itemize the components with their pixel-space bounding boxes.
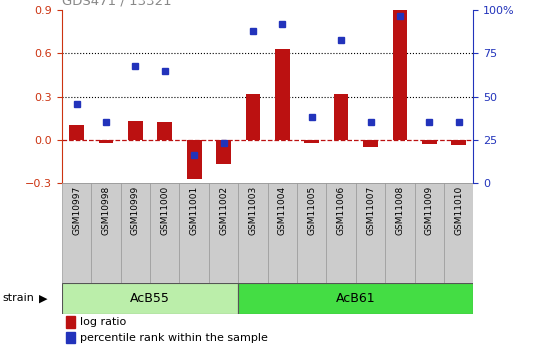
Bar xyxy=(415,183,444,283)
Bar xyxy=(121,183,150,283)
Bar xyxy=(385,183,415,283)
Text: GSM11010: GSM11010 xyxy=(454,186,463,235)
Text: GSM11001: GSM11001 xyxy=(190,186,199,235)
Text: GSM11004: GSM11004 xyxy=(278,186,287,235)
Text: GSM11006: GSM11006 xyxy=(337,186,345,235)
Bar xyxy=(209,183,238,283)
Bar xyxy=(246,94,260,140)
Text: log ratio: log ratio xyxy=(80,317,126,327)
Bar xyxy=(451,140,466,146)
Bar xyxy=(62,283,238,314)
Bar xyxy=(180,183,209,283)
Bar xyxy=(393,10,407,140)
Text: GSM11009: GSM11009 xyxy=(425,186,434,235)
Text: percentile rank within the sample: percentile rank within the sample xyxy=(80,333,268,343)
Bar xyxy=(297,183,327,283)
Bar xyxy=(238,183,268,283)
Bar xyxy=(158,122,172,140)
Text: GSM11002: GSM11002 xyxy=(219,186,228,235)
Bar xyxy=(356,183,385,283)
Bar xyxy=(238,283,473,314)
Bar xyxy=(422,140,437,144)
Bar xyxy=(187,140,202,179)
Bar xyxy=(69,125,84,140)
Text: GSM10997: GSM10997 xyxy=(72,186,81,235)
Bar xyxy=(275,49,289,140)
Bar xyxy=(334,94,349,140)
Bar xyxy=(305,140,319,142)
Bar xyxy=(98,140,114,142)
Bar xyxy=(267,183,297,283)
Text: GSM11008: GSM11008 xyxy=(395,186,405,235)
Bar xyxy=(216,140,231,164)
Bar xyxy=(66,332,75,344)
Bar xyxy=(62,183,91,283)
Bar xyxy=(128,121,143,140)
Bar xyxy=(444,183,473,283)
Bar xyxy=(150,183,180,283)
Bar xyxy=(363,140,378,147)
Text: AcB61: AcB61 xyxy=(336,292,376,305)
Text: GSM11000: GSM11000 xyxy=(160,186,169,235)
Text: GSM11005: GSM11005 xyxy=(307,186,316,235)
Text: GSM11003: GSM11003 xyxy=(249,186,258,235)
Text: AcB55: AcB55 xyxy=(130,292,170,305)
Bar xyxy=(91,183,121,283)
Bar xyxy=(66,316,75,328)
Bar xyxy=(327,183,356,283)
Text: GSM10998: GSM10998 xyxy=(102,186,110,235)
Text: strain: strain xyxy=(3,294,34,303)
Text: GDS471 / 13321: GDS471 / 13321 xyxy=(62,0,172,8)
Text: GSM10999: GSM10999 xyxy=(131,186,140,235)
Text: ▶: ▶ xyxy=(39,294,47,303)
Text: GSM11007: GSM11007 xyxy=(366,186,375,235)
